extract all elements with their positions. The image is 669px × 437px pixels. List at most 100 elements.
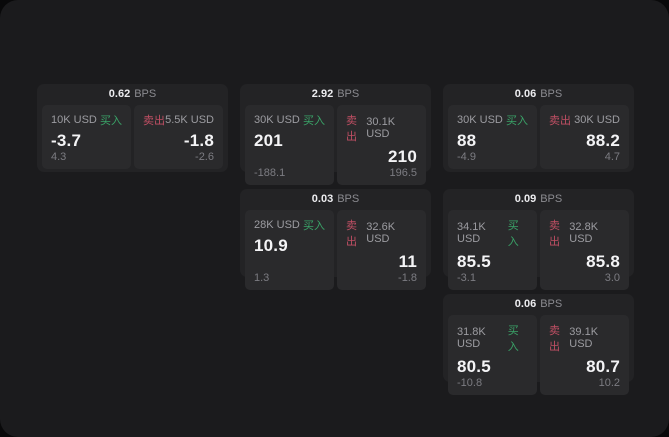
bps-value: 0.09 — [514, 193, 537, 205]
sell-label-row: 卖出 39.1K USD — [549, 322, 620, 354]
buy-price-value: -3.7 — [51, 131, 82, 150]
sell-notional-label: 32.8K USD — [569, 221, 599, 245]
bps-value: 0.62 — [108, 88, 131, 100]
buy-label-row: 31.8K USD 买入 — [457, 322, 528, 354]
quote-panels: 10K USD 买入 -3.7 4.3 卖出 5.5K USD -1.8 -2.… — [42, 105, 223, 169]
buy-label-row: 10K USD 买入 — [51, 112, 122, 128]
buy-change-value: -4.9 — [457, 151, 476, 163]
buy-panel[interactable]: 30K USD 买入 88 -4.9 — [448, 105, 537, 169]
sell-label-row: 卖出 32.6K USD — [346, 217, 417, 249]
buy-change-value: 4.3 — [51, 151, 67, 163]
sell-panel[interactable]: 卖出 39.1K USD 80.7 10.2 — [540, 315, 629, 395]
card-header: 0.03 BPS — [245, 189, 426, 210]
buy-panel[interactable]: 30K USD 买入 201 -188.1 — [245, 105, 334, 185]
quote-card: 0.03 BPS 28K USD 买入 10.9 1.3 卖出 32.6K US… — [240, 189, 431, 290]
buy-side-tag: 买入 — [507, 220, 519, 248]
quote-card: 0.09 BPS 34.1K USD 买入 85.5 -3.1 卖出 32.8K… — [443, 189, 634, 290]
bps-unit: BPS — [540, 88, 563, 100]
buy-price-value: 201 — [254, 131, 283, 150]
buy-notional-label: 30K USD — [254, 114, 300, 126]
buy-label-row: 30K USD 买入 — [457, 112, 528, 128]
sell-change-value: 10.2 — [598, 377, 620, 389]
sell-change-value: -2.6 — [195, 151, 214, 163]
buy-price-value: 85.5 — [457, 252, 491, 271]
buy-side-tag: 买入 — [100, 115, 122, 127]
buy-side-tag: 买入 — [507, 325, 519, 353]
sell-side-tag: 卖出 — [549, 325, 560, 353]
buy-panel[interactable]: 28K USD 买入 10.9 1.3 — [245, 210, 334, 290]
sell-side-tag: 卖出 — [346, 220, 357, 248]
sell-notional-label: 32.6K USD — [366, 221, 396, 245]
card-header: 0.09 BPS — [448, 189, 629, 210]
buy-change-value: -188.1 — [254, 167, 286, 179]
sell-panel[interactable]: 卖出 30K USD 88.2 4.7 — [540, 105, 629, 169]
buy-side-tag: 买入 — [506, 115, 528, 127]
sell-price-value: 210 — [388, 147, 417, 166]
card-header: 0.06 BPS — [448, 294, 629, 315]
buy-notional-label: 10K USD — [51, 114, 97, 126]
card-header: 2.92 BPS — [245, 84, 426, 105]
cards-grid: 0.62 BPS 10K USD 买入 -3.7 4.3 卖出 5.5K USD… — [37, 84, 634, 395]
buy-label-row: 28K USD 买入 — [254, 217, 325, 233]
buy-notional-label: 28K USD — [254, 219, 300, 231]
bps-value: 0.06 — [514, 298, 537, 310]
quote-panels: 31.8K USD 买入 80.5 -10.8 卖出 39.1K USD 80.… — [448, 315, 629, 395]
sell-notional-label: 39.1K USD — [569, 326, 599, 350]
sell-price-value: 85.8 — [586, 252, 620, 271]
sell-panel[interactable]: 卖出 32.6K USD 11 -1.8 — [337, 210, 426, 290]
sell-price-value: 80.7 — [586, 357, 620, 376]
bps-unit: BPS — [337, 88, 360, 100]
sell-price-value: 11 — [398, 252, 417, 271]
quote-card: 0.06 BPS 31.8K USD 买入 80.5 -10.8 卖出 39.1… — [443, 294, 634, 395]
sell-change-value: 4.7 — [604, 151, 620, 163]
sell-change-value: 196.5 — [389, 167, 417, 179]
quote-card: 2.92 BPS 30K USD 买入 201 -188.1 卖出 30.1K … — [240, 84, 431, 185]
buy-notional-label: 30K USD — [457, 114, 503, 126]
buy-change-value: -10.8 — [457, 377, 483, 389]
quote-panels: 30K USD 买入 201 -188.1 卖出 30.1K USD 210 1… — [245, 105, 426, 185]
quote-card: 0.06 BPS 30K USD 买入 88 -4.9 卖出 30K USD 8… — [443, 84, 634, 172]
card-header: 0.06 BPS — [448, 84, 629, 105]
sell-change-value: -1.8 — [398, 272, 417, 284]
quote-card: 0.62 BPS 10K USD 买入 -3.7 4.3 卖出 5.5K USD… — [37, 84, 228, 172]
sell-price-value: 88.2 — [586, 131, 620, 150]
sell-notional-label: 30.1K USD — [366, 116, 396, 140]
sell-change-value: 3.0 — [604, 272, 620, 284]
buy-notional-label: 31.8K USD — [457, 326, 486, 350]
buy-notional-label: 34.1K USD — [457, 221, 486, 245]
sell-side-tag: 卖出 — [143, 115, 165, 127]
quote-panels: 30K USD 买入 88 -4.9 卖出 30K USD 88.2 4.7 — [448, 105, 629, 169]
bps-value: 2.92 — [311, 88, 334, 100]
bps-unit: BPS — [134, 88, 157, 100]
buy-side-tag: 买入 — [303, 220, 325, 232]
buy-price-value: 80.5 — [457, 357, 491, 376]
buy-panel[interactable]: 31.8K USD 买入 80.5 -10.8 — [448, 315, 537, 395]
sell-side-tag: 卖出 — [346, 115, 357, 143]
sell-panel[interactable]: 卖出 32.8K USD 85.8 3.0 — [540, 210, 629, 290]
sell-notional-label: 5.5K USD — [165, 114, 214, 126]
buy-price-value: 88 — [457, 131, 477, 150]
sell-label-row: 卖出 30.1K USD — [346, 112, 417, 144]
bps-unit: BPS — [337, 193, 360, 205]
quote-panels: 34.1K USD 买入 85.5 -3.1 卖出 32.8K USD 85.8… — [448, 210, 629, 290]
bps-value: 0.03 — [311, 193, 334, 205]
buy-change-value: -3.1 — [457, 272, 476, 284]
card-header: 0.62 BPS — [42, 84, 223, 105]
buy-price-value: 10.9 — [254, 236, 288, 255]
buy-panel[interactable]: 34.1K USD 买入 85.5 -3.1 — [448, 210, 537, 290]
quote-panels: 28K USD 买入 10.9 1.3 卖出 32.6K USD 11 -1.8 — [245, 210, 426, 290]
sell-notional-label: 30K USD — [574, 114, 620, 126]
sell-panel[interactable]: 卖出 5.5K USD -1.8 -2.6 — [134, 105, 223, 169]
buy-label-row: 34.1K USD 买入 — [457, 217, 528, 249]
bps-unit: BPS — [540, 193, 563, 205]
buy-panel[interactable]: 10K USD 买入 -3.7 4.3 — [42, 105, 131, 169]
sell-label-row: 卖出 30K USD — [549, 112, 620, 128]
bps-value: 0.06 — [514, 88, 537, 100]
buy-label-row: 30K USD 买入 — [254, 112, 325, 128]
buy-side-tag: 买入 — [303, 115, 325, 127]
sell-side-tag: 卖出 — [549, 220, 560, 248]
sell-price-value: -1.8 — [183, 131, 214, 150]
sell-side-tag: 卖出 — [549, 115, 571, 127]
sell-panel[interactable]: 卖出 30.1K USD 210 196.5 — [337, 105, 426, 185]
